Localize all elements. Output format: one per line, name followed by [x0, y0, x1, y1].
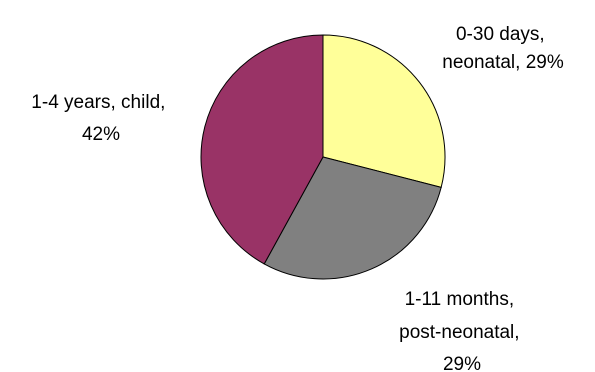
slice-label-post-neonatal: 1-11 months, post-neonatal, 29% [399, 289, 525, 372]
pie-slice-0-30-days-neonatal [322, 34, 446, 188]
pie-slice-1-4-years-child [200, 34, 324, 265]
pie-labels: 0-30 days, neonatal, 29% 1-11 months, po… [31, 24, 564, 372]
pie-slices [200, 34, 446, 280]
slice-label-child: 1-4 years, child, 42% [31, 92, 170, 145]
pie-slice-1-11-months-post-neonatal [263, 156, 442, 280]
slice-label-neonatal: 0-30 days, neonatal, 29% [442, 24, 564, 73]
